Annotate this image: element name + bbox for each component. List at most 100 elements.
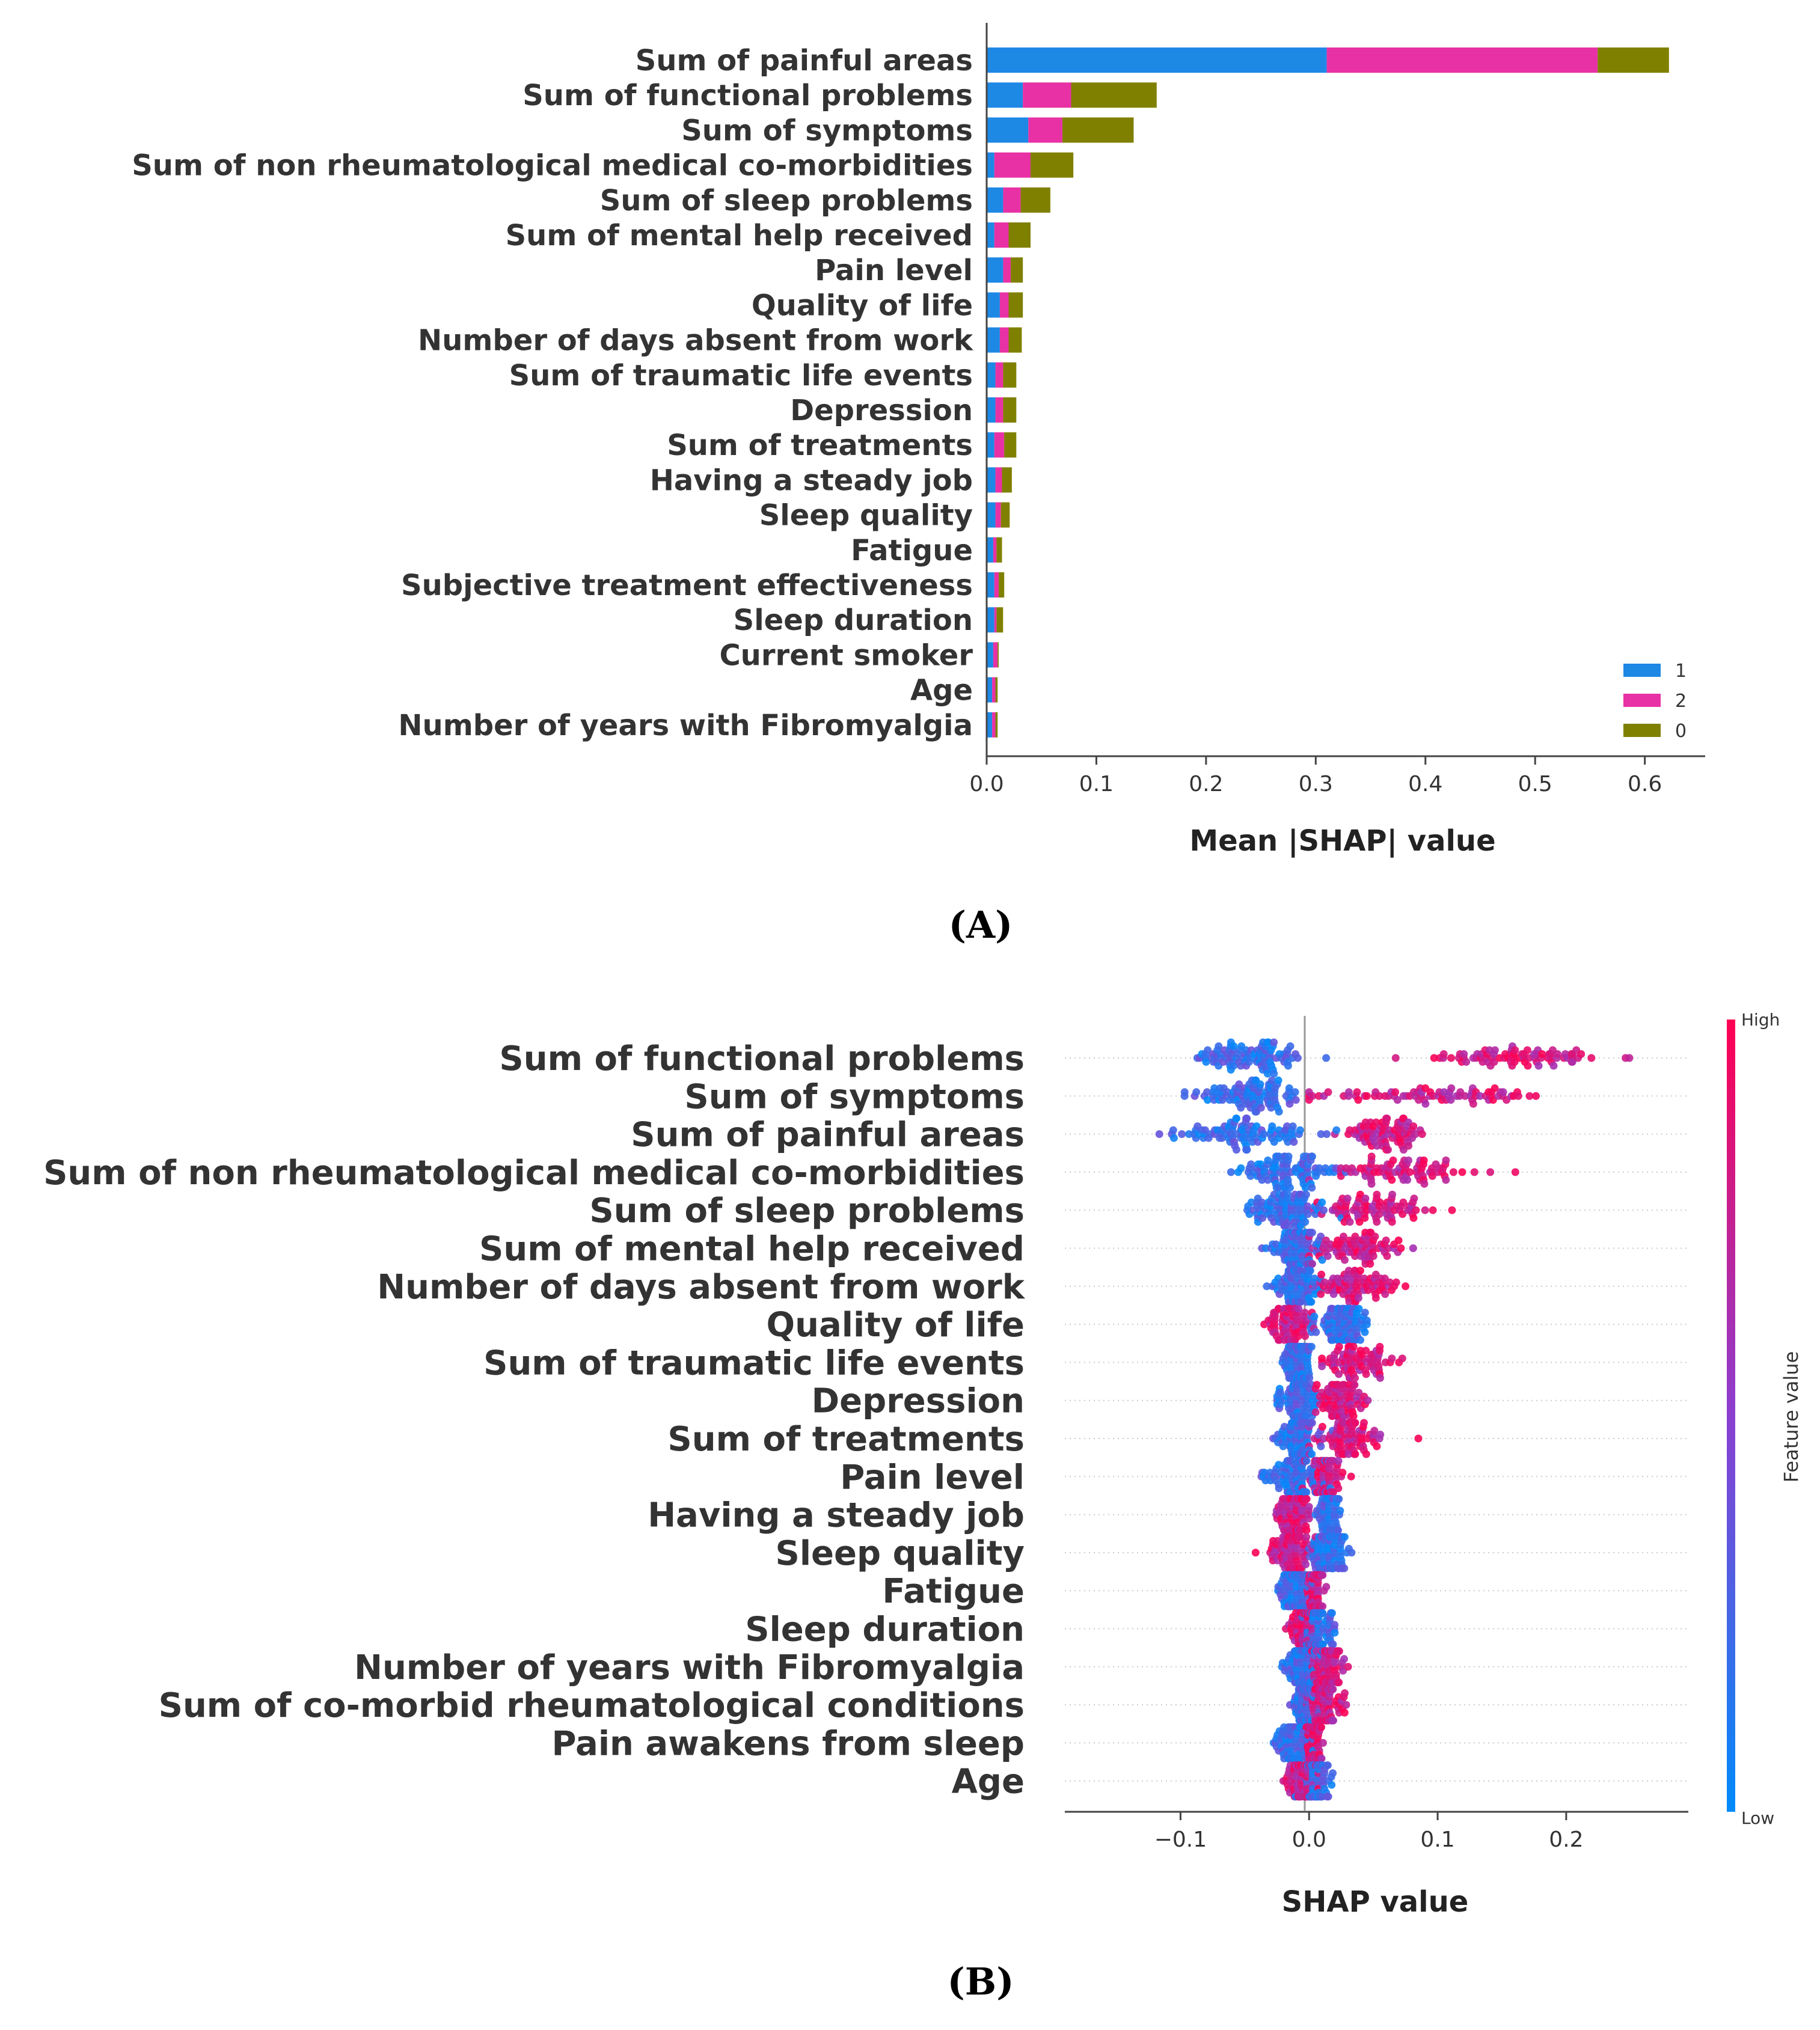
shap-dot <box>1323 1130 1331 1139</box>
shap-dot <box>1169 1134 1178 1142</box>
bar-sum-of-treatments-series-2 <box>994 432 1005 458</box>
shap-dot <box>1341 1689 1349 1698</box>
shap-dot <box>1511 1168 1519 1176</box>
shap-dot <box>1370 1426 1379 1435</box>
shap-dot <box>1272 1240 1280 1249</box>
shap-dot <box>1470 1168 1478 1176</box>
shap-dot <box>1155 1130 1163 1139</box>
shap-dot <box>1215 1042 1223 1050</box>
shap-dot <box>1391 1054 1400 1062</box>
shap-dot <box>1351 1419 1359 1427</box>
bar-depression-series-2 <box>995 397 1003 423</box>
shap-dot <box>1320 1206 1328 1214</box>
shap-dot <box>1301 1309 1309 1317</box>
category-label-sleep-quality: Sleep quality <box>776 1534 1025 1573</box>
category-label-sum-of-painful-areas: Sum of painful areas <box>636 44 973 78</box>
shap-dot <box>1323 1252 1332 1260</box>
shap-dot <box>1230 1042 1238 1050</box>
shap-dot <box>1447 1054 1455 1062</box>
shap-dot <box>1448 1206 1456 1214</box>
bar-sum-of-painful-areas-series-1 <box>987 47 1327 73</box>
bar-sleep-quality-series-0 <box>1000 502 1010 528</box>
shap-dot <box>1340 1708 1349 1717</box>
shap-dot <box>1351 1450 1359 1458</box>
legend-swatch-0 <box>1623 724 1661 737</box>
shap-dot <box>1373 1442 1381 1451</box>
panel-a-xtick-label: 0.6 <box>1628 772 1662 796</box>
shap-dot <box>1511 1046 1519 1054</box>
shap-dot <box>1349 1412 1358 1420</box>
shap-dot <box>1336 1506 1344 1515</box>
shap-dot <box>1399 1198 1408 1206</box>
shap-dot <box>1329 1640 1337 1648</box>
shap-dot <box>1293 1054 1302 1062</box>
shap-dot <box>1538 1050 1546 1058</box>
shap-dot <box>1258 1214 1267 1222</box>
shap-dot <box>1568 1058 1576 1066</box>
category-label-age: Age <box>952 1762 1025 1802</box>
shap-dot <box>1361 1194 1370 1203</box>
shap-dot <box>1264 1156 1272 1164</box>
category-label-quality-of-life: Quality of life <box>767 1306 1025 1345</box>
shap-dot <box>1251 1548 1260 1557</box>
shap-dot <box>1334 1484 1343 1493</box>
panel-a-xlabel: Mean |SHAP| value <box>1189 824 1495 858</box>
shap-dot <box>1361 1328 1369 1336</box>
shap-dot <box>1393 1096 1402 1104</box>
shap-dot <box>1347 1548 1356 1557</box>
panel-a-xtick-label: 0.0 <box>969 772 1003 796</box>
bar-sum-of-traumatic-life-events-series-1 <box>987 362 996 388</box>
shap-dot <box>1534 1062 1543 1070</box>
shap-dot <box>1284 1062 1292 1070</box>
shap-dot <box>1412 1206 1420 1214</box>
category-label-number-of-days-absent-from-work: Number of days absent from work <box>377 1268 1026 1307</box>
shap-dot <box>1270 1038 1278 1047</box>
bar-sum-of-symptoms-series-0 <box>1062 117 1134 143</box>
shap-dot <box>1429 1206 1437 1214</box>
bar-sum-of-symptoms-series-2 <box>1028 117 1062 143</box>
shap-dot <box>1335 1678 1343 1687</box>
shap-dot <box>1305 1503 1313 1511</box>
shap-dot <box>1490 1058 1498 1066</box>
shap-dot <box>1439 1050 1448 1058</box>
shap-dot <box>1322 1583 1331 1591</box>
shap-dot <box>1354 1096 1362 1104</box>
shap-dot <box>1319 1640 1327 1648</box>
bar-having-a-steady-job-series-0 <box>1002 467 1012 493</box>
legend-label-1: 1 <box>1675 661 1687 682</box>
shap-dot <box>1421 1099 1430 1108</box>
bar-quality-of-life-series-2 <box>999 292 1009 318</box>
shap-dot <box>1329 1685 1337 1693</box>
shap-dot <box>1270 1069 1278 1078</box>
category-label-sum-of-sleep-problems: Sum of sleep problems <box>600 184 973 218</box>
bar-sleep-quality-series-2 <box>995 502 1001 528</box>
category-label-pain-level: Pain level <box>815 254 973 287</box>
shap-dot <box>1328 1609 1336 1617</box>
bar-age-series-0 <box>995 677 998 703</box>
shap-dot <box>1291 1088 1299 1096</box>
shap-dot <box>1232 1114 1240 1123</box>
shap-dot <box>1258 1198 1266 1206</box>
shap-dot <box>1308 1092 1317 1100</box>
category-label-current-smoker: Current smoker <box>719 638 973 672</box>
shap-dot <box>1285 1221 1293 1230</box>
shap-dot <box>1354 1294 1362 1302</box>
shap-dot <box>1320 1434 1328 1443</box>
shap-dot <box>1577 1050 1586 1058</box>
bar-having-a-steady-job-series-1 <box>987 467 996 493</box>
shap-dot <box>1382 1237 1390 1244</box>
category-label-number-of-years-with-fibromyalgia: Number of years with Fibromyalgia <box>398 709 973 742</box>
shap-dot <box>1275 1107 1283 1116</box>
bar-quality-of-life-series-1 <box>987 292 1000 318</box>
bar-subjective-treatment-effectiveness-series-1 <box>987 572 994 598</box>
bar-number-of-days-absent-from-work-series-2 <box>999 327 1009 353</box>
shap-dot <box>1491 1046 1499 1054</box>
shap-dot <box>1304 1210 1312 1218</box>
shap-dot <box>1308 1450 1316 1458</box>
shap-dot <box>1313 1381 1321 1389</box>
shap-dot <box>1329 1716 1337 1725</box>
shap-dot <box>1460 1050 1468 1058</box>
shap-dot <box>1318 1354 1326 1363</box>
